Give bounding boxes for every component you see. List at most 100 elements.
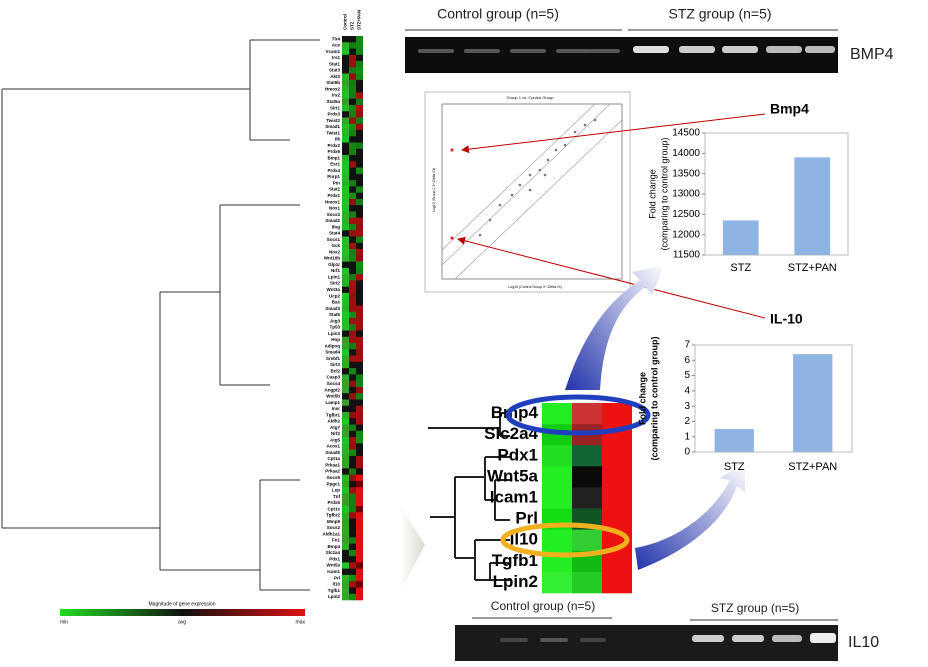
gene-label: Stat1 <box>329 61 341 66</box>
heatmap-cell <box>342 449 349 457</box>
heatmap-cell <box>342 236 349 244</box>
heatmap-cell <box>356 393 363 400</box>
heatmap-cell <box>349 455 356 463</box>
heatmap-cell <box>342 48 349 56</box>
heatmap-cell <box>349 474 356 482</box>
legend-avg: avg <box>178 619 186 625</box>
heatmap-cell <box>349 111 356 118</box>
heatmap-cell <box>342 368 349 375</box>
gene-label: Sirt1 <box>330 105 341 110</box>
heatmap-cell <box>356 336 363 344</box>
heatmap-cell <box>356 593 363 601</box>
heatmap-cell <box>349 386 356 394</box>
heatmap-cell <box>349 374 356 381</box>
gene-label: Prdx1 <box>327 193 340 198</box>
heatmap-cell <box>342 286 349 294</box>
gene-label: Glp1r <box>328 262 340 267</box>
heatmap-cell <box>349 318 356 325</box>
y-axis-label: (comparing to control group) <box>649 337 659 461</box>
heatmap-cell <box>356 549 363 557</box>
scatter-points <box>450 118 597 240</box>
heatmap-cell <box>356 130 363 137</box>
heatmap-cell <box>342 330 349 338</box>
gene-label: Smad3 <box>325 306 340 311</box>
y-tick-label: 11500 <box>673 250 701 261</box>
heatmap-cell <box>349 42 356 49</box>
heatmap-cell <box>342 117 349 125</box>
gene-label: Insr <box>332 406 341 411</box>
x-tick-label: STZ <box>724 461 745 473</box>
heatmap-cell <box>356 299 363 306</box>
y-tick-label: 1 <box>684 431 690 442</box>
heatmap-cell <box>356 280 363 287</box>
heatmap-cell <box>349 61 356 68</box>
heatmap-cell <box>349 556 356 563</box>
gene-label: Prkaa2 <box>325 469 340 474</box>
heatmap-cell <box>349 267 356 275</box>
color-legend <box>60 609 305 616</box>
gene-label: Socs1 <box>327 237 341 242</box>
heatmap-cell <box>342 54 349 62</box>
gene-label: Lpin3 <box>328 331 340 336</box>
heatmap-cell <box>356 518 363 526</box>
heatmap-cell <box>356 236 363 244</box>
heatmap-cell <box>356 399 363 407</box>
heatmap-cell <box>356 104 363 112</box>
heatmap-cell <box>349 198 356 206</box>
gene-label: Prdx4 <box>327 168 340 173</box>
gene-label: Smad1 <box>325 124 340 129</box>
gene-label: Prl <box>334 575 340 580</box>
heatmap-cell <box>356 562 363 569</box>
heatmap-cell <box>356 142 363 150</box>
gene-label: Wnt10b <box>324 256 341 261</box>
gene-label: Ifng <box>332 224 340 229</box>
heatmap-cell <box>342 474 349 482</box>
scatter-title: Group 1 vs. Control Group <box>507 95 555 100</box>
heatmap-cell <box>356 173 363 181</box>
gene-label: Nrf2 <box>331 431 340 436</box>
gene-label: Stat3 <box>329 68 341 73</box>
x-tick-label: STZ+PAN <box>788 262 837 274</box>
heatmap-cell <box>342 67 349 74</box>
heatmap-cell <box>349 161 356 168</box>
gene-label: Ucp2 <box>329 293 341 298</box>
heatmap-cell <box>342 568 349 576</box>
gene-label: Lamp1 <box>325 400 340 405</box>
gene-label: Acox1 <box>326 444 340 449</box>
heatmap-cell <box>349 79 356 87</box>
gel-control-label: Control group (n=5) <box>437 6 559 22</box>
bar <box>793 354 833 452</box>
heatmap-cell <box>342 361 349 369</box>
heatmap-cell <box>349 192 356 200</box>
plot-frame <box>694 344 853 453</box>
heatmap-cell <box>349 130 356 137</box>
heatmap-cell <box>342 443 349 450</box>
heatmap-cell <box>342 343 349 350</box>
heatmap-cell <box>342 255 349 262</box>
heatmap-cell <box>342 167 349 175</box>
gene-label: Pdx1 <box>329 556 340 561</box>
heatmap-cell <box>349 261 356 269</box>
heatmap-cell <box>342 142 349 150</box>
heatmap-cell <box>602 571 632 594</box>
gene-label: Lpin2 <box>493 572 538 591</box>
heatmap-cell <box>349 236 356 244</box>
heatmap-cell <box>342 512 349 519</box>
heatmap-cell <box>356 86 363 93</box>
gene-label: Prl <box>515 509 538 528</box>
heatmap-cell <box>356 443 363 450</box>
heatmap-cell <box>349 506 356 513</box>
gene-label: Bmp1 <box>327 155 340 160</box>
heatmap-cell <box>349 123 356 131</box>
y-axis-label: Fold change <box>637 372 647 425</box>
gene-label: Atg3 <box>330 318 340 323</box>
heatmap-cell <box>572 487 602 509</box>
heatmap-cell <box>356 330 363 338</box>
heatmap-cell <box>356 374 363 381</box>
heatmap-cell <box>342 123 349 131</box>
heatmap-cell <box>356 136 363 143</box>
heatmap-cell <box>342 581 349 588</box>
heatmap-cell <box>342 493 349 501</box>
heatmap-cell <box>342 130 349 137</box>
heatmap: Tlr4AceVcam1Irs1Stat1Stat3Akt3Stat5bHmox… <box>322 10 363 601</box>
